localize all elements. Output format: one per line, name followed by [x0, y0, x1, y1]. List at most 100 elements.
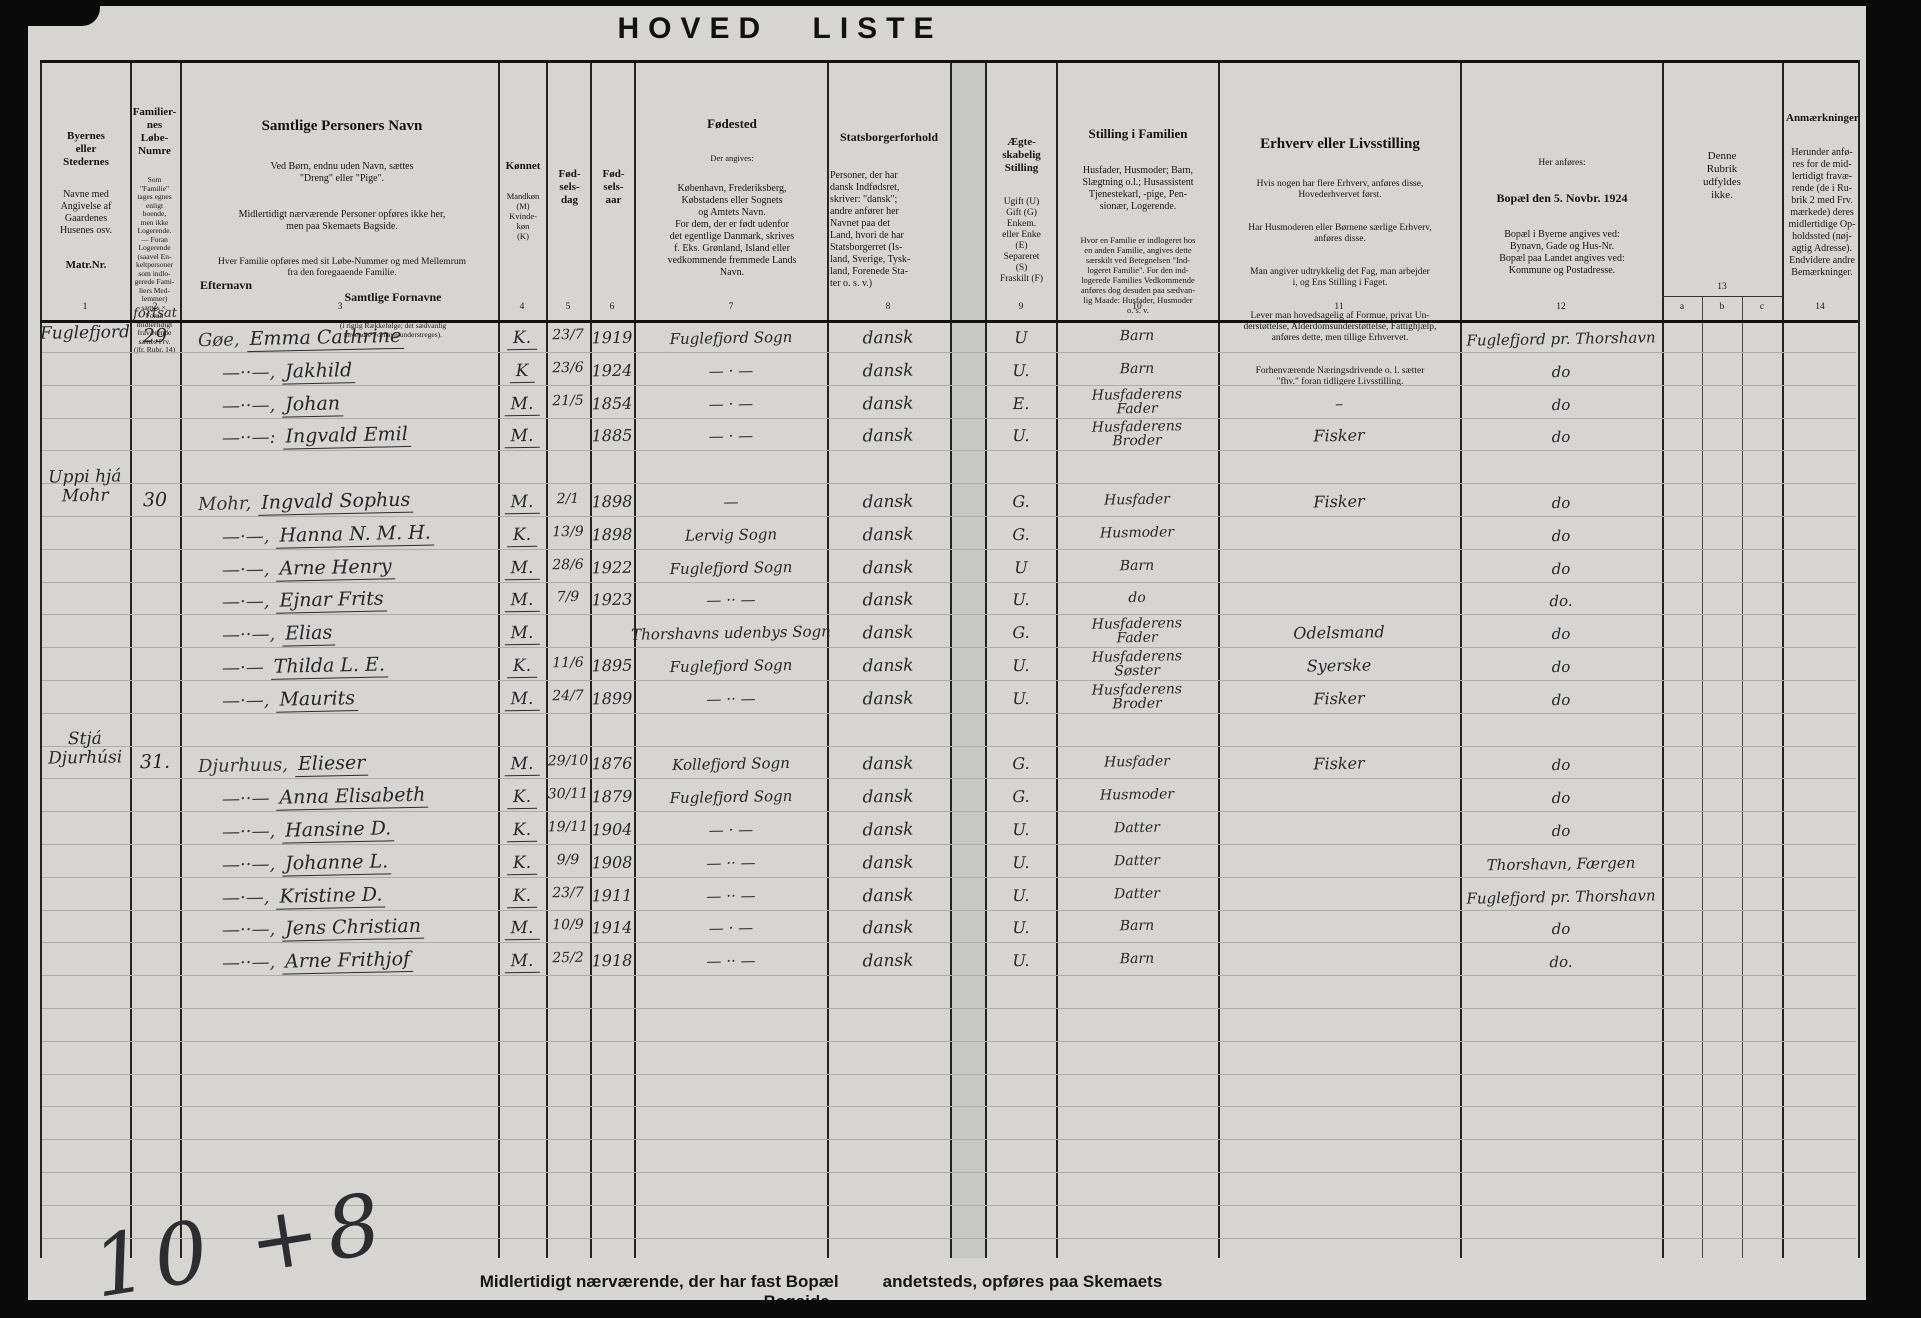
residence-cell: do [1551, 428, 1571, 447]
census-row-name: —··—, Arne Frithjof [198, 946, 522, 977]
family-position-cell: Husmoder [1099, 524, 1175, 542]
census-row-name: —·—, Kristine D. [198, 880, 522, 911]
citizenship-cell: dansk [862, 688, 914, 710]
family-position-cell: Barn [1119, 557, 1155, 574]
binding-spine [952, 60, 985, 1258]
first-name: Elieser [294, 751, 369, 778]
subcolumn-line [1742, 296, 1743, 1258]
citizenship-cell: dansk [862, 524, 914, 546]
column-line [590, 60, 592, 1258]
birthplace-cell: Kollefjord Sogn [672, 754, 790, 775]
birthyear-cell: 1922 [591, 557, 633, 577]
citizenship-cell: dansk [862, 655, 914, 677]
col-header-birthday: Fød- sels- dag [558, 168, 581, 206]
marital-cell: G. [1012, 524, 1030, 544]
sex-cell: K. [506, 885, 538, 908]
marital-cell: U. [1012, 852, 1030, 872]
birthyear-cell: 1904 [591, 819, 633, 840]
birthplace-cell: — · — [708, 361, 754, 381]
citizenship-cell: dansk [862, 885, 914, 907]
ruled-line [42, 680, 1856, 681]
birthplace-cell: Fuglefjord Sogn [669, 327, 793, 349]
col14-body: Herunder anfø- res for de mid- lertidigt… [1788, 147, 1856, 278]
residence-cell: do. [1549, 952, 1573, 972]
ruled-line [42, 384, 1856, 386]
column-line [985, 60, 987, 1258]
birthday-cell: 28/6 [552, 556, 584, 573]
occupation-cell: Fisker [1313, 425, 1365, 446]
citizenship-cell: dansk [862, 589, 914, 611]
citizenship-cell: dansk [862, 622, 914, 644]
citizenship-cell: dansk [862, 557, 914, 579]
marital-cell: U. [1012, 360, 1030, 380]
family-position-cell: do [1128, 590, 1146, 607]
marital-cell: G. [1012, 623, 1030, 643]
ruled-line [42, 844, 1856, 845]
birthplace-cell: — · — [708, 427, 754, 446]
column-line [827, 60, 829, 1258]
citizenship-cell: dansk [862, 393, 914, 415]
birthday-cell: 25/2 [552, 949, 584, 967]
family-position-cell: Datter [1113, 819, 1161, 837]
birthplace-cell: Thorshavns udenbys Sogn [631, 622, 831, 644]
ruled-line [42, 483, 1856, 485]
name-prefix: —··—, [221, 853, 276, 876]
birthyear-cell: 1924 [591, 360, 633, 381]
ruled-line [42, 1204, 1856, 1206]
col-header-family-position: Stilling i Familien Husfader, Husmoder; … [1062, 108, 1214, 333]
col-header-names: Samtlige Personers Navn Ved Børn, endnu … [186, 100, 498, 297]
col-header-sex: Kønnet Mandkøn (M) Kvinde- køn (K) [499, 142, 547, 259]
column-subnumber: b [1719, 302, 1725, 312]
marital-cell: E. [1012, 393, 1030, 413]
marital-cell: U. [1012, 885, 1030, 905]
col-header-place: Byernes eller Stedernes Navne med Angive… [44, 112, 128, 290]
birthplace-cell: — ·· — [706, 689, 756, 709]
scan-corner-blot [0, 0, 100, 26]
scan-edge-left [0, 0, 28, 1318]
name-prefix: —·—, [221, 591, 270, 614]
col11-p4: Lever man hovedsagelig af Formue, privat… [1243, 311, 1437, 343]
first-name: Arne Frithjof [281, 948, 414, 975]
ruled-line [42, 811, 1856, 813]
column-number: 12 [1556, 302, 1566, 312]
family-position-cell: Barn [1119, 327, 1155, 345]
column-number: 7 [728, 302, 734, 312]
column-number: 6 [609, 302, 615, 312]
citizenship-cell: dansk [862, 491, 914, 513]
sex-cell: M. [504, 918, 540, 941]
name-prefix: —·—, [221, 886, 270, 909]
residence-cell: do [1551, 821, 1571, 841]
column-number: 13 [1717, 282, 1727, 292]
header-separator [40, 320, 1858, 323]
residence-cell: Fuglefjord pr. Thorshavn [1466, 885, 1656, 908]
occupation-cell: Odelsmand [1293, 622, 1385, 643]
birthday-cell: 10/9 [552, 917, 584, 934]
residence-cell: do [1551, 526, 1571, 545]
birthplace-cell: — · — [708, 820, 754, 840]
ruled-line [42, 1139, 1856, 1141]
col1-matrnr: Matr.Nr. [65, 259, 107, 271]
residence-cell: do [1551, 789, 1571, 808]
birthday-cell: 9/9 [556, 851, 580, 868]
census-row-name: —··—, Johanne L. [198, 847, 522, 878]
column-line [1460, 60, 1462, 1258]
subheader-surname: Efternavn [200, 278, 252, 292]
first-name: Arne Henry [276, 554, 395, 582]
family-position-cell: Husfaderens Søster [1091, 648, 1183, 680]
ruled-line [42, 581, 1856, 583]
birthday-cell: 19/11 [547, 818, 589, 836]
citizenship-cell: dansk [862, 917, 914, 939]
citizenship-cell: dansk [862, 327, 914, 349]
ruled-line [42, 975, 1856, 977]
family-position-cell: Husfader [1103, 753, 1171, 771]
subcolumn-line [1702, 296, 1703, 1258]
family-position-cell: Husfaderens Broder [1091, 681, 1183, 713]
birthyear-cell: 1919 [591, 327, 633, 348]
name-prefix: —··—, [221, 623, 276, 647]
column-number: 1 [82, 302, 88, 312]
col1-title: Byernes eller Stedernes [63, 130, 109, 168]
name-prefix: Mohr, [197, 493, 252, 516]
col7-title: Fødested [707, 116, 757, 131]
residence-cell: do. [1549, 592, 1573, 611]
sex-cell: K [509, 360, 535, 384]
